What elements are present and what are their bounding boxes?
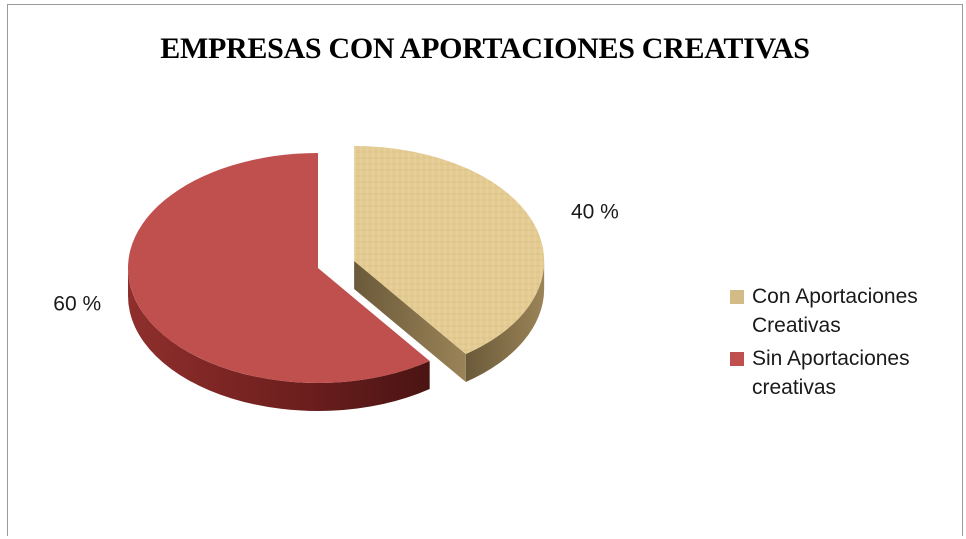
data-label-con: 40 %	[571, 200, 619, 223]
legend-label-sin: Sin Aportaciones creativas	[752, 347, 910, 399]
pie-slice-sin	[128, 153, 430, 383]
pie-slice-con-side	[354, 260, 545, 382]
legend-label-con: Con Aportaciones Creativas	[752, 285, 918, 337]
legend-swatch-con	[730, 290, 744, 304]
pie-slice-sin-side	[128, 268, 430, 411]
pie-slice-con	[354, 145, 545, 354]
legend: Con Aportaciones Creativas Sin Aportacio…	[730, 282, 955, 406]
legend-item-con: Con Aportaciones Creativas	[730, 282, 955, 340]
legend-item-sin: Sin Aportaciones creativas	[730, 344, 955, 402]
data-label-sin: 60 %	[53, 293, 101, 316]
chart-title: EMPRESAS CON APORTACIONES CREATIVAS	[160, 32, 810, 65]
legend-swatch-sin	[730, 352, 744, 366]
